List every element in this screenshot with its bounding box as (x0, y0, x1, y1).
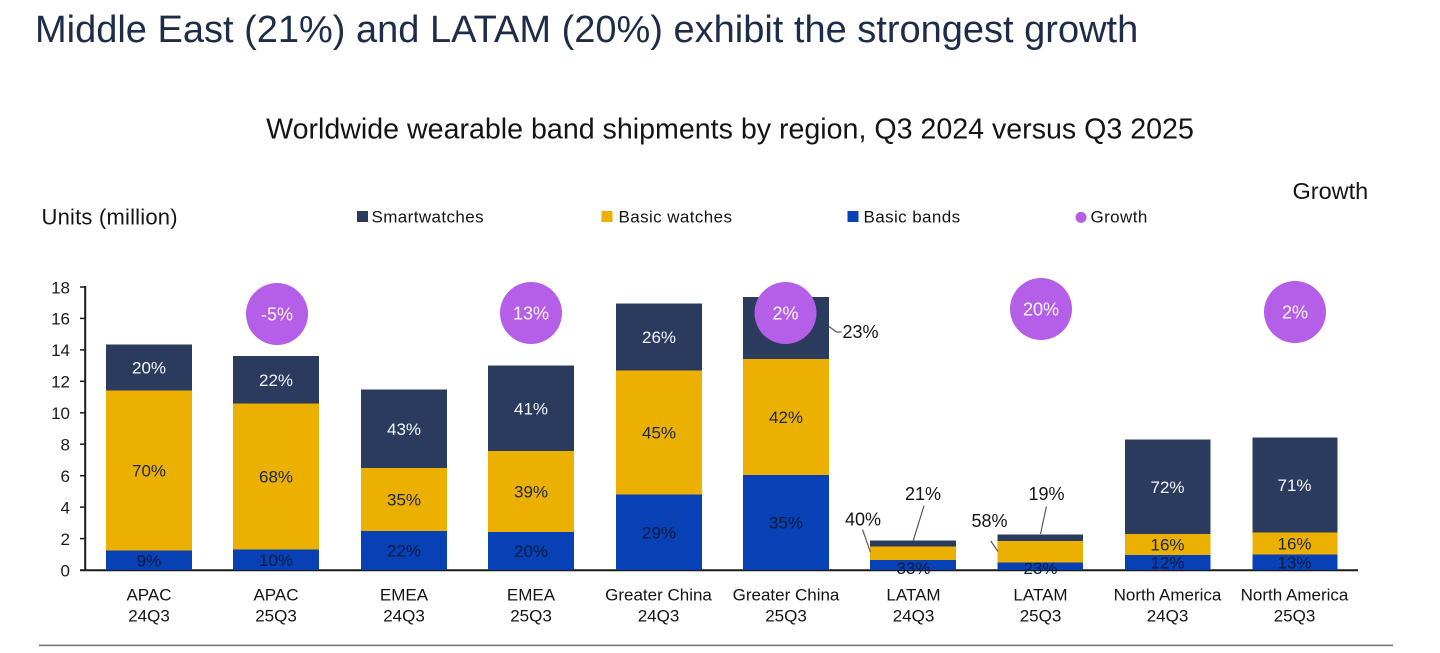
svg-text:Growth: Growth (1091, 207, 1148, 226)
svg-text:8: 8 (61, 436, 70, 455)
svg-text:39%: 39% (514, 483, 548, 502)
svg-text:EMEA: EMEA (507, 586, 556, 605)
svg-text:24Q3: 24Q3 (893, 606, 935, 625)
svg-text:-5%: -5% (261, 305, 293, 325)
svg-text:22%: 22% (387, 542, 421, 561)
svg-text:Greater China: Greater China (733, 586, 840, 605)
svg-text:North America: North America (1114, 586, 1222, 605)
svg-text:20%: 20% (514, 542, 548, 561)
svg-text:25Q3: 25Q3 (255, 606, 297, 625)
svg-text:18: 18 (51, 278, 70, 297)
svg-text:16: 16 (51, 310, 70, 329)
svg-text:EMEA: EMEA (380, 586, 429, 605)
svg-text:16%: 16% (1277, 535, 1311, 554)
svg-text:25Q3: 25Q3 (1020, 606, 1062, 625)
svg-text:35%: 35% (387, 491, 421, 510)
svg-text:6: 6 (61, 467, 70, 486)
svg-text:68%: 68% (259, 468, 293, 487)
svg-text:10: 10 (51, 404, 70, 423)
svg-text:12: 12 (51, 373, 70, 392)
svg-text:33%: 33% (896, 559, 930, 578)
svg-text:19%: 19% (1028, 484, 1064, 504)
svg-text:20%: 20% (132, 359, 166, 378)
svg-text:58%: 58% (971, 511, 1007, 531)
svg-text:29%: 29% (642, 523, 676, 542)
svg-text:APAC: APAC (126, 586, 171, 605)
svg-text:41%: 41% (514, 400, 548, 419)
svg-text:14: 14 (51, 341, 70, 360)
svg-text:APAC: APAC (253, 586, 298, 605)
svg-text:35%: 35% (769, 514, 803, 533)
svg-text:North America: North America (1241, 586, 1349, 605)
svg-text:45%: 45% (642, 424, 676, 443)
svg-text:20%: 20% (1023, 300, 1059, 320)
svg-text:70%: 70% (132, 462, 166, 481)
svg-text:Basic bands: Basic bands (864, 207, 961, 226)
svg-text:0: 0 (61, 561, 70, 580)
svg-text:4: 4 (61, 498, 70, 517)
svg-text:2%: 2% (1282, 303, 1308, 323)
svg-text:16%: 16% (1150, 536, 1184, 555)
svg-text:Basic watches: Basic watches (619, 207, 733, 226)
svg-text:Worldwide wearable band shipme: Worldwide wearable band shipments by reg… (266, 114, 1194, 146)
svg-text:13%: 13% (513, 304, 549, 324)
svg-text:LATAM: LATAM (1013, 586, 1067, 605)
svg-text:LATAM: LATAM (886, 586, 940, 605)
svg-text:10%: 10% (259, 551, 293, 570)
svg-text:25Q3: 25Q3 (1274, 606, 1316, 625)
svg-text:13%: 13% (1277, 553, 1311, 572)
svg-text:23%: 23% (1023, 559, 1057, 578)
svg-text:24Q3: 24Q3 (383, 606, 425, 625)
svg-text:22%: 22% (259, 371, 293, 390)
svg-text:23%: 23% (843, 322, 879, 342)
svg-text:Greater China: Greater China (605, 586, 712, 605)
svg-text:25Q3: 25Q3 (765, 606, 807, 625)
svg-text:Smartwatches: Smartwatches (372, 207, 485, 226)
svg-text:40%: 40% (845, 510, 881, 530)
svg-text:2%: 2% (772, 304, 798, 324)
svg-text:42%: 42% (769, 408, 803, 427)
svg-text:72%: 72% (1150, 478, 1184, 497)
svg-text:Middle East (21%) and LATAM (2: Middle East (21%) and LATAM (20%) exhibi… (35, 9, 1138, 51)
svg-text:12%: 12% (1150, 554, 1184, 573)
svg-text:24Q3: 24Q3 (1147, 606, 1189, 625)
svg-text:71%: 71% (1277, 476, 1311, 495)
svg-text:26%: 26% (642, 328, 676, 347)
svg-text:9%: 9% (137, 551, 162, 570)
svg-text:25Q3: 25Q3 (510, 606, 552, 625)
svg-text:43%: 43% (387, 420, 421, 439)
svg-text:2: 2 (61, 530, 70, 549)
svg-text:24Q3: 24Q3 (638, 606, 680, 625)
svg-text:Units (million): Units (million) (42, 205, 178, 230)
svg-text:Growth: Growth (1293, 178, 1369, 204)
svg-text:21%: 21% (905, 484, 941, 504)
svg-text:24Q3: 24Q3 (128, 606, 170, 625)
